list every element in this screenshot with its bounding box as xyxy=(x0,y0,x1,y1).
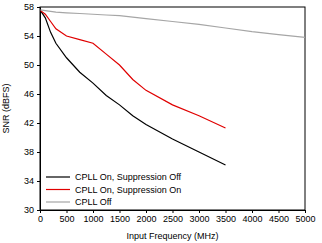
legend-entry: CPLL Off xyxy=(46,197,112,207)
legend-entry: CPLL On, Suppression On xyxy=(46,185,181,195)
y-axis-line xyxy=(37,8,41,211)
y-tick-label: 46 xyxy=(24,89,34,99)
series-line xyxy=(41,11,226,165)
x-tick-label: 4000 xyxy=(242,214,262,224)
y-tick: 42 xyxy=(24,118,40,128)
y-tick: 30 xyxy=(24,205,40,215)
y-tick-mark xyxy=(37,210,40,211)
x-tick: 1000 xyxy=(83,210,103,224)
x-tick-label: 4500 xyxy=(269,214,289,224)
y-tick-label: 38 xyxy=(24,147,34,157)
series-lines xyxy=(41,10,305,165)
x-tick-label: 0 xyxy=(38,214,43,224)
legend-swatch xyxy=(46,201,70,202)
x-tick: 4500 xyxy=(269,210,289,224)
series-line xyxy=(41,10,305,38)
y-tick-label: 50 xyxy=(24,60,34,70)
x-tick-mark xyxy=(67,210,68,213)
legend-swatch xyxy=(46,189,70,190)
y-axis-title: SNR (dBFS) xyxy=(1,83,11,133)
x-tick-label: 2500 xyxy=(163,214,183,224)
y-tick-mark xyxy=(37,94,40,95)
legend-swatch xyxy=(46,176,70,177)
x-tick: 1500 xyxy=(110,210,130,224)
y-tick-label: 30 xyxy=(24,205,34,215)
x-tick: 0 xyxy=(38,210,43,224)
y-tick: 54 xyxy=(24,31,40,41)
x-tick: 3000 xyxy=(189,210,209,224)
y-tick-label: 42 xyxy=(24,118,34,128)
y-axis: 30 34 38 42 46 50 54 58 xyxy=(24,2,41,215)
x-tick-label: 3500 xyxy=(216,214,236,224)
legend-label: CPLL On, Suppression Off xyxy=(75,172,182,182)
x-tick: 3500 xyxy=(216,210,236,224)
x-tick-mark xyxy=(226,210,227,213)
plot: 0 500 1000 1500 2000 2500 3000 3500 4000 4500 5000… xyxy=(24,2,316,224)
legend-entry: CPLL On, Suppression Off xyxy=(46,172,182,182)
x-tick-mark xyxy=(279,210,280,213)
series-line xyxy=(41,11,226,128)
y-tick: 38 xyxy=(24,147,40,157)
legend-label: CPLL Off xyxy=(75,197,112,207)
x-tick-label: 5000 xyxy=(295,214,315,224)
y-tick-label: 54 xyxy=(24,31,34,41)
x-tick-mark xyxy=(120,210,121,213)
x-tick: 4000 xyxy=(242,210,262,224)
y-tick-mark xyxy=(37,123,40,124)
x-tick-label: 1500 xyxy=(110,214,130,224)
x-axis: 0 500 1000 1500 2000 2500 3000 3500 4000 4500 5000 xyxy=(38,210,316,224)
chart: 0 500 1000 1500 2000 2500 3000 3500 4000 4500 5000… xyxy=(0,0,322,243)
x-tick-mark xyxy=(146,210,147,213)
y-tick-mark xyxy=(37,65,40,66)
y-tick-mark xyxy=(37,7,40,8)
x-tick: 500 xyxy=(59,210,74,224)
x-axis-line xyxy=(41,211,306,214)
x-tick-mark xyxy=(199,210,200,213)
y-tick-mark xyxy=(37,36,40,37)
y-tick: 46 xyxy=(24,89,40,99)
x-tick-mark xyxy=(173,210,174,213)
x-tick: 2500 xyxy=(163,210,183,224)
x-axis-title: Input Frequency (MHz) xyxy=(126,231,218,241)
x-tick-mark xyxy=(252,210,253,213)
x-tick-mark xyxy=(93,210,94,213)
x-tick-label: 3000 xyxy=(189,214,209,224)
y-tick-label: 34 xyxy=(24,176,34,186)
legend: CPLL On, Suppression Off CPLL On, Suppres… xyxy=(46,172,182,207)
y-tick-mark xyxy=(37,181,40,182)
x-tick-label: 500 xyxy=(59,214,74,224)
plot-frame xyxy=(40,7,305,210)
y-tick: 50 xyxy=(24,60,40,70)
x-tick-label: 2000 xyxy=(136,214,156,224)
x-tick: 2000 xyxy=(136,210,156,224)
x-tick-mark xyxy=(305,210,306,213)
y-tick: 34 xyxy=(24,176,40,186)
legend-label: CPLL On, Suppression On xyxy=(75,185,181,195)
y-tick: 58 xyxy=(24,2,40,12)
x-tick: 5000 xyxy=(295,210,315,224)
x-tick-label: 1000 xyxy=(83,214,103,224)
y-tick-mark xyxy=(37,152,40,153)
y-tick-label: 58 xyxy=(24,2,34,12)
